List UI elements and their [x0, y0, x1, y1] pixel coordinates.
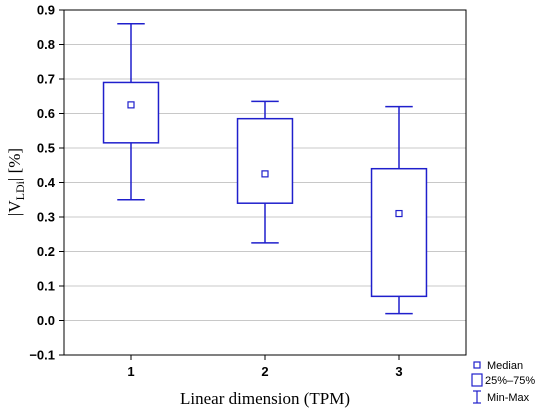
iqr-box	[102, 81, 160, 144]
iqr-box	[236, 117, 294, 204]
y-axis-title-prefix: |V	[5, 200, 24, 216]
y-tick-label: 0.0	[37, 313, 55, 328]
y-tick-label: 0.9	[37, 3, 55, 18]
legend-median-label: Median	[487, 360, 523, 372]
x-tick-label: 3	[395, 364, 402, 379]
legend-box-label: 25%–75%	[485, 375, 535, 387]
y-tick-label: 0.5	[37, 141, 55, 156]
x-axis-title: Linear dimension (TPM)	[180, 389, 350, 408]
median-marker	[261, 170, 269, 178]
y-tick-label: 0.3	[37, 210, 55, 225]
y-tick-label: 0.2	[37, 244, 55, 259]
y-axis-ticks: −0.1 0.0 0.1 0.2 0.3 0.4 0.5 0.6 0.7 0.8 0.9	[29, 3, 64, 363]
y-tick-label: −0.1	[29, 348, 55, 363]
legend-whisker-icon	[473, 390, 481, 404]
x-tick-label: 2	[261, 364, 268, 379]
y-tick-label: 0.8	[37, 37, 55, 52]
median-marker	[395, 209, 403, 218]
y-axis-title-subscript: LDi	[13, 180, 27, 200]
box-category-1	[102, 23, 160, 201]
x-axis-ticks: 1 2 3	[127, 355, 403, 379]
y-tick-label: 0.6	[37, 106, 55, 121]
box-category-3	[370, 105, 428, 315]
median-marker	[127, 101, 135, 109]
box-category-2	[236, 100, 294, 244]
boxes	[102, 23, 428, 315]
y-axis-title: |VLDi| [%]	[5, 148, 27, 216]
legend-whisker-label: Min-Max	[487, 392, 530, 404]
y-axis-title-suffix: | [%]	[5, 148, 24, 181]
legend: Median 25%–75% Min-Max	[471, 360, 535, 404]
legend-median-icon	[473, 361, 481, 369]
y-tick-label: 0.7	[37, 72, 55, 87]
legend-box-icon	[471, 373, 483, 387]
x-tick-label: 1	[127, 364, 134, 379]
y-tick-label: 0.4	[37, 175, 56, 190]
iqr-box	[370, 167, 428, 298]
y-tick-label: 0.1	[37, 279, 55, 294]
